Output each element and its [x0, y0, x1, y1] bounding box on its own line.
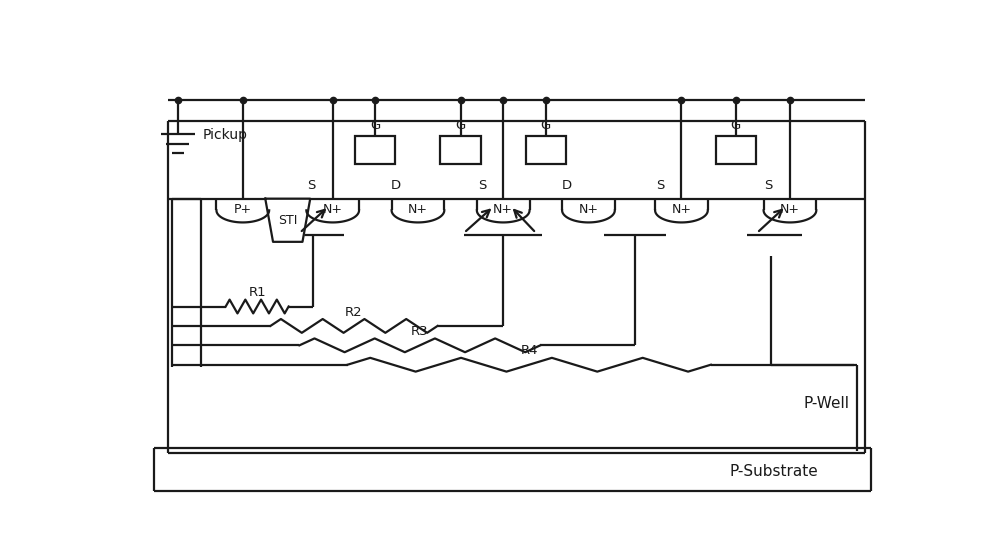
Text: N+: N+: [323, 203, 343, 216]
Text: D: D: [391, 179, 401, 192]
Text: R1: R1: [248, 286, 266, 299]
Text: R4: R4: [520, 344, 538, 357]
Text: N+: N+: [408, 203, 428, 216]
Bar: [355, 136, 395, 164]
Text: G: G: [541, 119, 551, 132]
Text: N+: N+: [671, 203, 691, 216]
Text: G: G: [370, 119, 380, 132]
Text: S: S: [656, 179, 664, 192]
Text: R2: R2: [345, 306, 363, 319]
Text: R3: R3: [411, 325, 429, 338]
Text: S: S: [765, 179, 773, 192]
Text: P-Substrate: P-Substrate: [730, 464, 818, 479]
Text: N+: N+: [578, 203, 598, 216]
Text: N+: N+: [780, 203, 800, 216]
Bar: [716, 136, 756, 164]
Bar: [440, 136, 481, 164]
Text: D: D: [561, 179, 571, 192]
Text: S: S: [307, 179, 316, 192]
Text: STI: STI: [278, 214, 297, 227]
Text: G: G: [455, 119, 466, 132]
Bar: [526, 136, 566, 164]
Text: Pickup: Pickup: [202, 128, 248, 142]
Text: P+: P+: [234, 203, 252, 216]
Text: G: G: [731, 119, 741, 132]
Text: N+: N+: [493, 203, 513, 216]
Text: S: S: [478, 179, 486, 192]
Polygon shape: [265, 199, 310, 242]
Text: P-Well: P-Well: [803, 396, 849, 411]
